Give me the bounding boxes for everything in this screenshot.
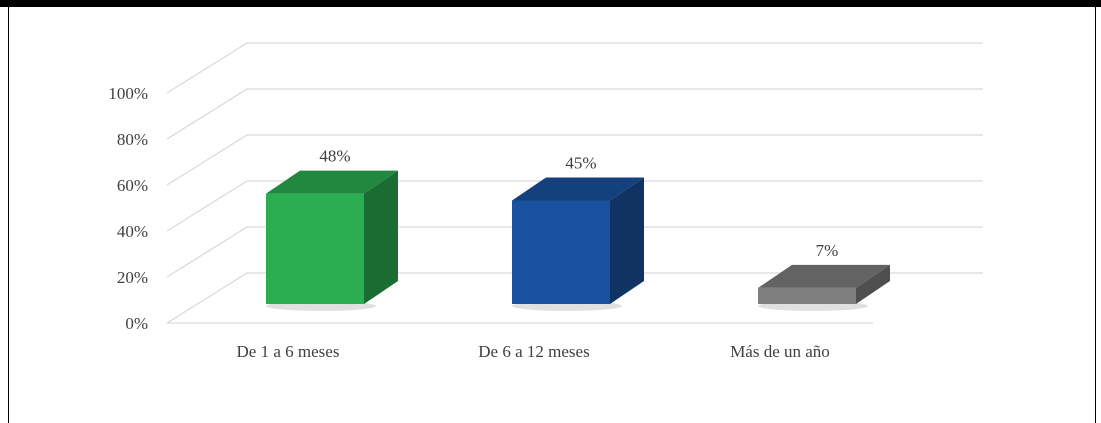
y-tick-label-20: 20% xyxy=(117,268,148,287)
bar-side-face xyxy=(856,264,890,304)
bar-2 xyxy=(512,177,644,311)
category-label-2: De 6 a 12 meses xyxy=(478,342,589,361)
category-label-1: De 1 a 6 meses xyxy=(237,342,340,361)
gridline xyxy=(166,134,983,186)
y-axis-ticks: 0% 20% 40% 60% 80% 100% xyxy=(108,84,148,333)
bar-front-face xyxy=(758,287,856,304)
bar-3 xyxy=(758,264,890,311)
y-tick-label-0: 0% xyxy=(125,314,148,333)
data-label-2: 45% xyxy=(565,154,596,173)
gridline xyxy=(166,226,983,278)
gridline xyxy=(166,272,983,324)
y-tick-label-100: 100% xyxy=(108,84,148,103)
bar-front-face xyxy=(266,193,364,304)
gridline xyxy=(166,88,983,140)
y-tick-label-80: 80% xyxy=(117,130,148,149)
top-border xyxy=(0,0,1101,7)
bar-top-face xyxy=(758,264,890,288)
left-border xyxy=(8,7,9,423)
gridlines xyxy=(166,42,983,324)
gridline xyxy=(166,180,983,232)
data-labels: 48% 45% 7% xyxy=(319,147,838,260)
bars xyxy=(266,170,890,311)
data-label-1: 48% xyxy=(319,147,350,166)
bar-side-face xyxy=(610,177,644,304)
category-labels: De 1 a 6 meses De 6 a 12 meses Más de un… xyxy=(237,342,830,361)
y-tick-label-60: 60% xyxy=(117,176,148,195)
bar-1 xyxy=(266,170,398,311)
data-label-3: 7% xyxy=(816,241,839,260)
gridline xyxy=(166,42,983,94)
bar-top-face xyxy=(266,170,398,194)
bar-top-face xyxy=(512,177,644,201)
bar-front-face xyxy=(512,200,610,304)
category-label-3: Más de un año xyxy=(730,342,830,361)
bar-side-face xyxy=(364,170,398,304)
right-border xyxy=(1095,7,1096,423)
y-tick-label-40: 40% xyxy=(117,222,148,241)
